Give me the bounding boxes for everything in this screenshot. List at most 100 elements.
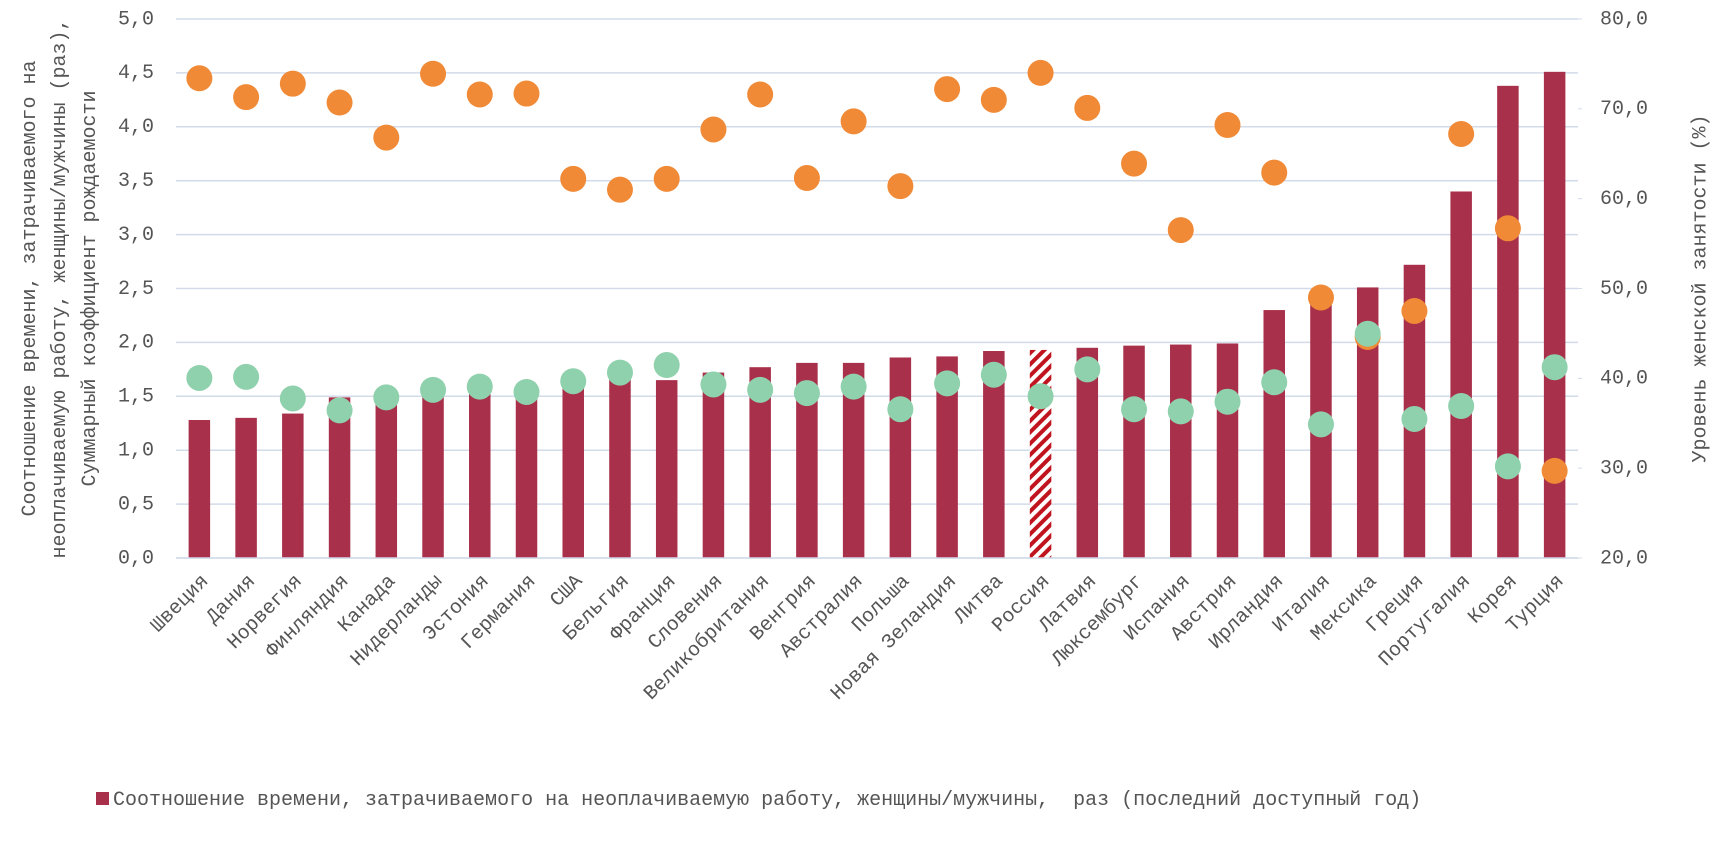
dot (1401, 297, 1428, 324)
dot (1354, 320, 1381, 347)
bar (609, 376, 631, 558)
dot (747, 376, 774, 403)
chart: 0,0 0,5 1,0 1,5 2,0 2,5 3,0 3,5 4,0 4,5 5,0 20,0 30,… (19, 8, 1712, 705)
bar (1497, 85, 1519, 558)
dot (513, 80, 540, 107)
dot (1541, 354, 1568, 381)
dot (466, 373, 493, 400)
dot (326, 397, 353, 424)
bar (655, 380, 678, 558)
bar (1263, 310, 1285, 558)
dot (326, 89, 353, 116)
dot (653, 352, 680, 379)
bar (1356, 287, 1379, 558)
y-tick-label: 3,0 (118, 224, 154, 247)
dot (980, 86, 1007, 113)
dot (747, 81, 774, 108)
dot (1121, 150, 1148, 177)
bar (983, 351, 1005, 558)
bar (1543, 71, 1566, 559)
dot (934, 370, 961, 397)
dot (513, 378, 540, 405)
bar (842, 362, 865, 558)
bar (562, 384, 584, 558)
dot (1167, 398, 1194, 425)
y-tick-label: 4,0 (118, 116, 154, 139)
dot (279, 385, 306, 412)
bar (235, 417, 257, 558)
dot (700, 371, 727, 398)
y-tick-label: 0,0 (118, 547, 154, 570)
y2-tick-label: 80,0 (1600, 8, 1648, 31)
dot (1307, 284, 1334, 311)
dot (1494, 453, 1521, 480)
x-tick-label: Швеция (147, 570, 214, 637)
dot (793, 165, 820, 192)
dot (420, 376, 447, 403)
y-tick-label: 1,5 (118, 386, 154, 409)
dot (1541, 457, 1568, 484)
y-axis-title-line: Соотношение времени, затрачиваемого на (19, 60, 42, 516)
bar (702, 372, 725, 558)
dot (840, 373, 867, 400)
dot (1401, 405, 1428, 432)
y-tick-label: 4,5 (118, 62, 154, 85)
dot (606, 176, 633, 203)
dot (1214, 112, 1241, 139)
dot (1121, 396, 1148, 423)
dot (700, 116, 727, 143)
dot (373, 384, 400, 411)
legend-item: Соотношение времени, затрачиваемого на н… (96, 789, 1421, 812)
dot (1261, 369, 1288, 396)
dot (980, 361, 1007, 388)
y-axis-title-line: неоплачиваемую работу, женщины/мужчины (… (49, 18, 72, 558)
bar (515, 389, 538, 558)
bar (1216, 343, 1239, 558)
legend-swatch (96, 792, 109, 805)
dot (1027, 59, 1054, 86)
bar (1029, 349, 1052, 558)
dot (420, 60, 447, 87)
bar (188, 420, 211, 558)
y-tick-label: 2,0 (118, 332, 154, 355)
y-tick-label: 5,0 (118, 8, 154, 31)
dot (233, 363, 260, 390)
legend: Соотношение времени, затрачиваемого на н… (96, 788, 1656, 814)
dot (887, 173, 914, 200)
dot (934, 76, 961, 103)
y-tick-label: 0,5 (118, 493, 154, 516)
bar (1170, 344, 1192, 558)
bar (1450, 191, 1472, 559)
bar (469, 390, 491, 558)
dot (1307, 411, 1334, 438)
dot (279, 70, 306, 97)
y2-tick-label: 50,0 (1600, 278, 1648, 301)
y2-tick-label: 70,0 (1600, 98, 1648, 121)
y2-tick-label: 60,0 (1600, 188, 1648, 211)
y-axis-title: Соотношение времени, затрачиваемого на не… (19, 18, 102, 558)
dot (606, 359, 633, 386)
y-axis-title-line: Суммарный коэффициент рождаемости (79, 90, 102, 486)
legend-label: Соотношение времени, затрачиваемого на н… (113, 789, 1422, 812)
bar (328, 397, 351, 558)
y2-axis-title: Уровень женской занятости (%) (1689, 114, 1712, 462)
bar (936, 356, 958, 558)
dot (1074, 356, 1101, 383)
bar (889, 357, 912, 558)
dot (793, 380, 820, 407)
dot (887, 396, 914, 423)
dot (1448, 393, 1475, 420)
dot (186, 65, 213, 92)
dot (186, 364, 213, 391)
bar (375, 396, 398, 558)
dot (1167, 217, 1194, 244)
dot (653, 165, 680, 192)
y2-tick-label: 40,0 (1600, 368, 1648, 391)
dot (1261, 159, 1288, 186)
y2-tick-label: 20,0 (1600, 547, 1648, 570)
dot (1074, 94, 1101, 121)
dot (1027, 383, 1054, 410)
dot (560, 368, 587, 395)
dot (373, 124, 400, 151)
dot (233, 84, 260, 111)
